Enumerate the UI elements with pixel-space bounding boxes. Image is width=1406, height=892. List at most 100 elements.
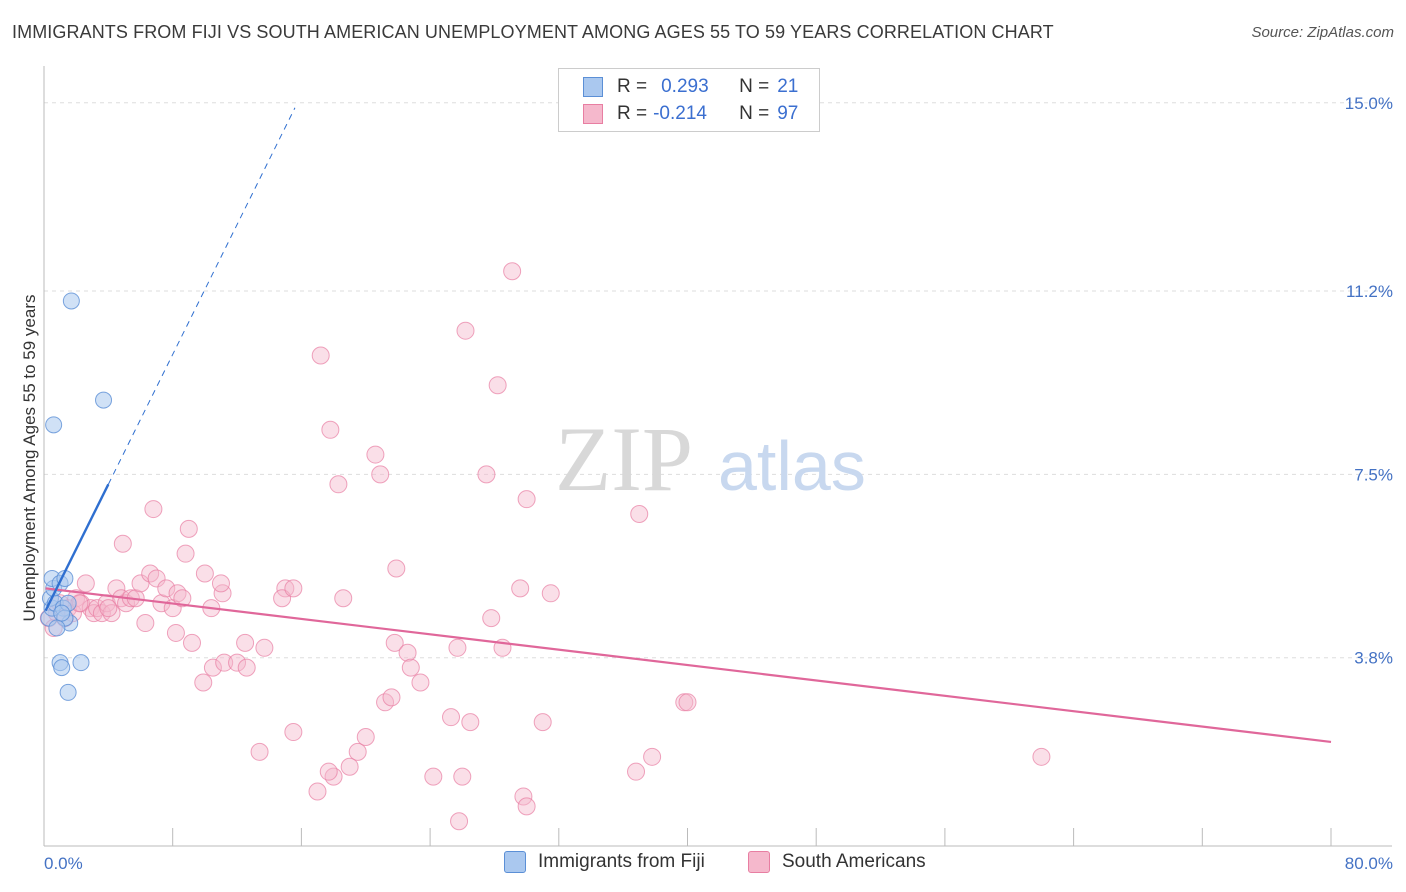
south-americans-point[interactable] (461, 713, 480, 732)
y-axis-title: Unemployment Among Ages 55 to 59 years (20, 295, 39, 622)
south-americans-point[interactable] (511, 579, 530, 598)
south-americans-point[interactable] (477, 465, 496, 484)
south-americans-point[interactable] (387, 559, 406, 578)
south-americans-trend-line (45, 587, 1332, 744)
fiji-point[interactable] (48, 619, 66, 637)
south-americans-point[interactable] (385, 633, 404, 652)
south-americans-point[interactable] (147, 569, 166, 588)
south-americans-point[interactable] (308, 782, 327, 801)
south-americans-point[interactable] (168, 584, 187, 603)
south-americans-point[interactable] (678, 693, 697, 712)
south-americans-point[interactable] (356, 727, 375, 746)
south-americans-point[interactable] (311, 346, 330, 365)
bottom-legend-fiji[interactable]: Immigrants from Fiji (504, 851, 705, 873)
south-americans-point[interactable] (228, 653, 247, 672)
south-americans-point[interactable] (448, 638, 467, 657)
south-americans-point[interactable] (488, 376, 507, 395)
south-americans-point[interactable] (81, 599, 100, 618)
south-americans-point[interactable] (517, 490, 536, 509)
south-americans-point[interactable] (630, 505, 649, 524)
south-americans-point[interactable] (136, 614, 155, 633)
south-americans-point[interactable] (411, 673, 430, 692)
legend-n-value: 97 (777, 103, 799, 124)
south-americans-point[interactable] (236, 633, 255, 652)
south-americans-point[interactable] (398, 643, 417, 662)
south-americans-point[interactable] (453, 767, 472, 786)
x-tick-labels: 0.0% 80.0% (44, 854, 1393, 873)
south-americans-point[interactable] (157, 579, 176, 598)
legend-n-key: N = (739, 103, 770, 124)
y-tick-label: 7.5% (1354, 465, 1393, 484)
south-americans-point[interactable] (382, 688, 401, 707)
trend-lines (44, 107, 1332, 744)
south-americans-point[interactable] (348, 742, 367, 761)
x-tick-label-max: 80.0% (1345, 854, 1393, 873)
south-americans-point[interactable] (456, 321, 475, 340)
south-americans-point[interactable] (371, 465, 390, 484)
south-americans-point[interactable] (131, 574, 150, 593)
watermark-zip: ZIP (555, 408, 693, 510)
south-americans-point[interactable] (517, 797, 536, 816)
legend-n-key: N = (739, 76, 770, 97)
south-americans-point[interactable] (113, 534, 132, 553)
south-americans-point[interactable] (329, 475, 348, 494)
south-americans-point[interactable] (340, 757, 359, 776)
south-americans-point[interactable] (215, 653, 234, 672)
gridlines (44, 102, 1392, 659)
watermark-atlas: atlas (718, 427, 866, 505)
south-americans-point[interactable] (324, 767, 343, 786)
south-americans-point[interactable] (643, 747, 662, 766)
south-americans-point[interactable] (166, 623, 185, 642)
south-americans-point[interactable] (533, 713, 552, 732)
bottom-legend: Immigrants from Fiji South Americans (0, 851, 1406, 877)
south-americans-point[interactable] (319, 762, 338, 781)
fiji-point[interactable] (53, 604, 71, 622)
legend-swatch-south (583, 104, 603, 124)
fiji-point[interactable] (95, 391, 113, 409)
y-tick-labels: 3.8% 7.5% 11.2% 15.0% (1345, 94, 1393, 668)
y-tick-label: 3.8% (1354, 649, 1393, 668)
south-americans-point[interactable] (273, 589, 292, 608)
south-americans-point[interactable] (503, 262, 522, 281)
south-americans-point[interactable] (176, 544, 195, 563)
south-americans-point[interactable] (1032, 747, 1051, 766)
legend-row-south: R = -0.214 N = 97 (583, 101, 798, 127)
south-americans-point[interactable] (203, 658, 222, 677)
south-americans-point[interactable] (211, 574, 230, 593)
fiji-point[interactable] (62, 292, 80, 310)
south-americans-point[interactable] (255, 638, 274, 657)
south-americans-point[interactable] (144, 500, 163, 519)
south-americans-point[interactable] (102, 604, 121, 623)
legend-r-key: R = (617, 103, 648, 124)
south-americans-point[interactable] (442, 708, 461, 727)
south-americans-point[interactable] (514, 787, 533, 806)
south-americans-point[interactable] (334, 589, 353, 608)
south-americans-point[interactable] (366, 445, 385, 464)
south-americans-point[interactable] (284, 723, 303, 742)
south-americans-point[interactable] (179, 519, 198, 538)
south-americans-point[interactable] (250, 742, 269, 761)
south-americans-point[interactable] (450, 812, 469, 831)
south-americans-point[interactable] (99, 599, 118, 618)
south-americans-point[interactable] (173, 589, 192, 608)
south-americans-point[interactable] (194, 673, 213, 692)
south-americans-point[interactable] (321, 420, 340, 439)
fiji-point[interactable] (72, 654, 90, 672)
legend-r-key: R = (617, 76, 648, 97)
south-americans-point[interactable] (401, 658, 420, 677)
south-americans-point[interactable] (627, 762, 646, 781)
south-americans-point[interactable] (482, 609, 501, 628)
source-label: Source: ZipAtlas.com (1251, 24, 1394, 41)
fiji-point[interactable] (53, 659, 71, 677)
south-americans-point[interactable] (76, 574, 95, 593)
south-americans-point[interactable] (541, 584, 560, 603)
fiji-point[interactable] (45, 416, 63, 434)
south-americans-point[interactable] (284, 579, 303, 598)
south-americans-point[interactable] (424, 767, 443, 786)
south-americans-point[interactable] (195, 564, 214, 583)
legend: R = 0.293 N = 21 R = -0.214 N = 97 (558, 68, 820, 132)
fiji-point[interactable] (59, 683, 77, 701)
south-americans-point[interactable] (237, 658, 256, 677)
bottom-legend-south[interactable]: South Americans (748, 851, 926, 873)
south-americans-point[interactable] (183, 633, 202, 652)
